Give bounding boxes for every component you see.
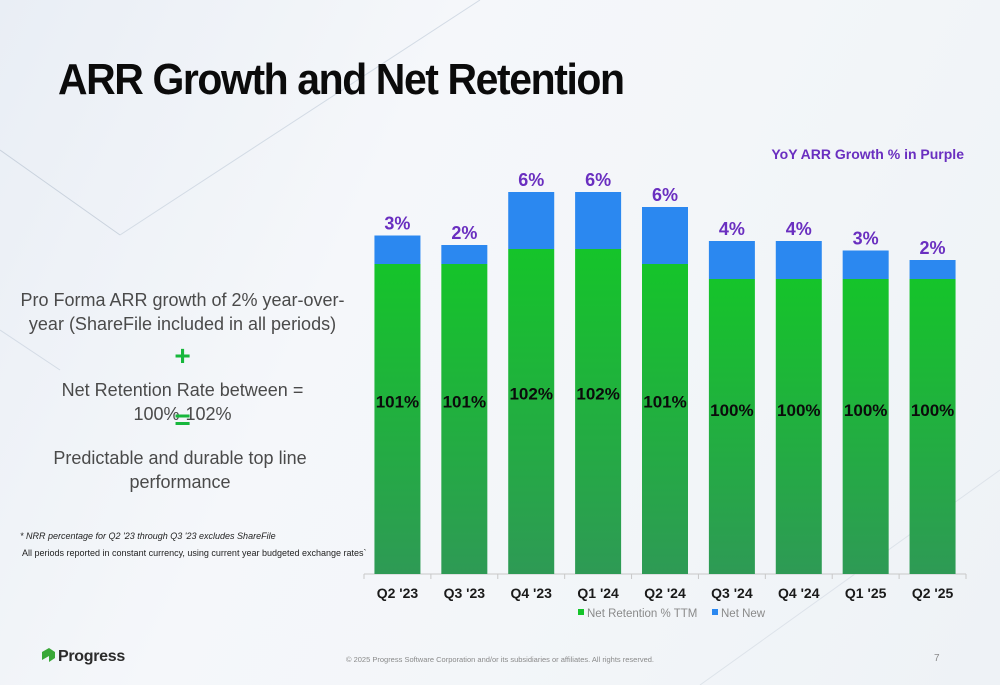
net-retention-label: 100%	[844, 401, 887, 420]
net-retention-label: 102%	[576, 384, 619, 403]
net-retention-label: 100%	[777, 401, 820, 420]
yoy-growth-label: 3%	[384, 214, 410, 234]
x-tick-label: Q2 '23	[377, 585, 419, 601]
net-retention-bar	[775, 279, 822, 574]
x-tick-label: Q3 '24	[711, 585, 753, 601]
legend-swatch-net-retention	[578, 609, 584, 615]
net-retention-bar	[842, 279, 889, 574]
net-retention-label: 101%	[643, 393, 686, 412]
net-retention-label: 100%	[710, 401, 753, 420]
yoy-growth-label: 2%	[451, 223, 477, 243]
net-retention-bar	[508, 249, 555, 574]
plus-sign: +	[174, 340, 191, 371]
legend-label-net-new: Net New	[721, 608, 766, 620]
chart-subtitle: YoY ARR Growth % in Purple	[771, 146, 964, 162]
arr-growth-statement: Pro Forma ARR growth of 2% year-over-yea…	[20, 290, 345, 334]
net-new-bar	[374, 235, 421, 264]
yoy-growth-label: 4%	[719, 219, 745, 239]
x-tick-label: Q4 '24	[778, 585, 820, 601]
x-tick-label: Q1 '24	[577, 585, 619, 601]
net-retention-bar	[575, 249, 622, 574]
brand-name: Progress	[58, 648, 125, 665]
x-tick-label: Q3 '23	[444, 585, 486, 601]
net-retention-label: 101%	[443, 393, 486, 412]
yoy-growth-label: 6%	[585, 170, 611, 190]
conclusion-statement: Predictable and durable top line perform…	[53, 448, 307, 492]
net-new-bar	[441, 245, 488, 264]
net-new-bar	[909, 260, 956, 279]
net-new-bar	[575, 192, 622, 249]
slide-title: ARR Growth and Net Retention	[58, 55, 625, 104]
net-new-bar	[508, 192, 555, 249]
yoy-growth-label: 6%	[652, 185, 678, 205]
net-retention-bar	[374, 264, 421, 574]
yoy-growth-label: 3%	[853, 229, 879, 249]
yoy-growth-label: 4%	[786, 219, 812, 239]
copyright-footer: © 2025 Progress Software Corporation and…	[345, 655, 655, 664]
x-tick-label: Q1 '25	[845, 585, 887, 601]
net-retention-bar	[441, 264, 488, 574]
net-new-bar	[708, 241, 755, 279]
net-retention-statement: Net Retention Rate between = 100%-102%	[61, 380, 304, 424]
net-new-bar	[842, 250, 889, 279]
currency-footnote: All periods reported in constant currenc…	[22, 548, 367, 558]
nrr-footnote: * NRR percentage for Q2 '23 through Q3 '…	[20, 531, 276, 541]
x-tick-label: Q2 '25	[912, 585, 954, 601]
page-number: 7	[934, 653, 940, 664]
x-tick-label: Q4 '23	[510, 585, 552, 601]
equals-sign: =	[174, 404, 191, 435]
net-retention-bar	[708, 279, 755, 574]
legend-swatch-net-new	[712, 609, 718, 615]
net-retention-label: 102%	[509, 384, 552, 403]
x-tick-label: Q2 '24	[644, 585, 686, 601]
net-retention-label: 100%	[911, 401, 954, 420]
legend-label-net-retention: Net Retention % TTM	[587, 608, 697, 620]
yoy-growth-label: 6%	[518, 170, 544, 190]
net-retention-bar	[909, 279, 956, 574]
net-new-bar	[775, 241, 822, 279]
yoy-growth-label: 2%	[920, 238, 946, 258]
net-retention-label: 101%	[376, 393, 419, 412]
net-retention-bar	[642, 264, 688, 574]
net-new-bar	[642, 207, 688, 264]
progress-logo-icon	[42, 648, 55, 662]
